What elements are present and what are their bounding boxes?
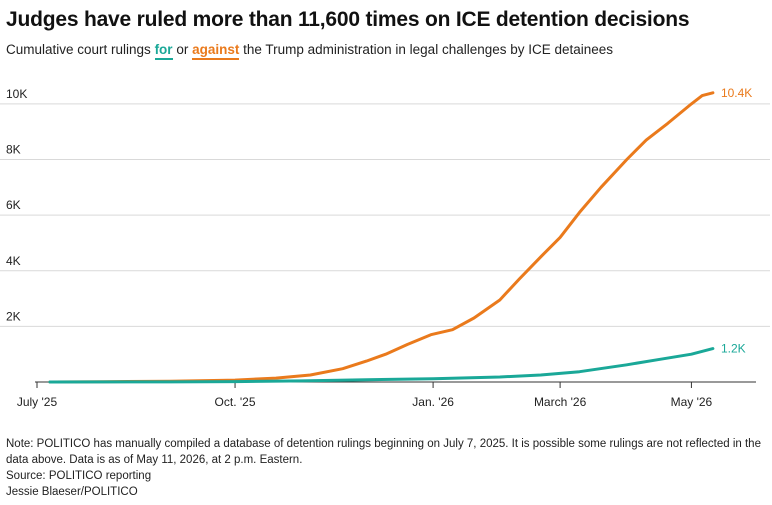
- x-tick-label: May '26: [671, 395, 713, 409]
- end-label-against: 10.4K: [721, 86, 752, 100]
- line-chart: 2K 4K 6K 8K 10K July '25 Oct. '25 Jan. '26 Marc…: [0, 86, 770, 409]
- x-axis: July '25 Oct. '25 Jan. '26 March '26 May '26: [17, 381, 756, 409]
- y-tick-label: 8K: [6, 143, 21, 157]
- end-labels: 10.4K 1.2K: [721, 86, 752, 356]
- legend-for: for: [154, 42, 173, 60]
- series-lines: [48, 91, 715, 384]
- legend-against: against: [192, 42, 240, 60]
- y-tick-label: 2K: [6, 309, 21, 323]
- chart-title: Judges have ruled more than 11,600 times…: [6, 8, 690, 31]
- end-label-for: 1.2K: [721, 342, 746, 356]
- credit-text: Jessie Blaeser/POLITICO: [6, 486, 138, 498]
- source-text: Source: POLITICO reporting: [6, 470, 152, 482]
- y-axis-labels: 2K 4K 6K 8K 10K: [6, 87, 27, 323]
- grid-lines: [0, 103, 770, 327]
- series-line-for: [48, 347, 715, 384]
- y-tick-label: 10K: [6, 87, 27, 101]
- x-tick-label: March '26: [534, 395, 587, 409]
- chart-subtitle: Cumulative court rulings for or against …: [6, 42, 614, 60]
- y-tick-label: 4K: [6, 254, 21, 268]
- series-line-against: [48, 91, 715, 384]
- note-text: Note: POLITICO has manually compiled a d…: [6, 438, 761, 466]
- subtitle-prefix: Cumulative court rulings: [6, 42, 155, 57]
- chart-notes: Note: POLITICO has manually compiled a d…: [6, 436, 768, 500]
- subtitle-middle: or: [172, 42, 193, 57]
- x-tick-label: Jan. '26: [412, 395, 454, 409]
- y-tick-label: 6K: [6, 198, 21, 212]
- x-tick-label: July '25: [17, 395, 58, 409]
- x-tick-label: Oct. '25: [215, 395, 256, 409]
- subtitle-suffix: the Trump administration in legal challe…: [239, 42, 614, 57]
